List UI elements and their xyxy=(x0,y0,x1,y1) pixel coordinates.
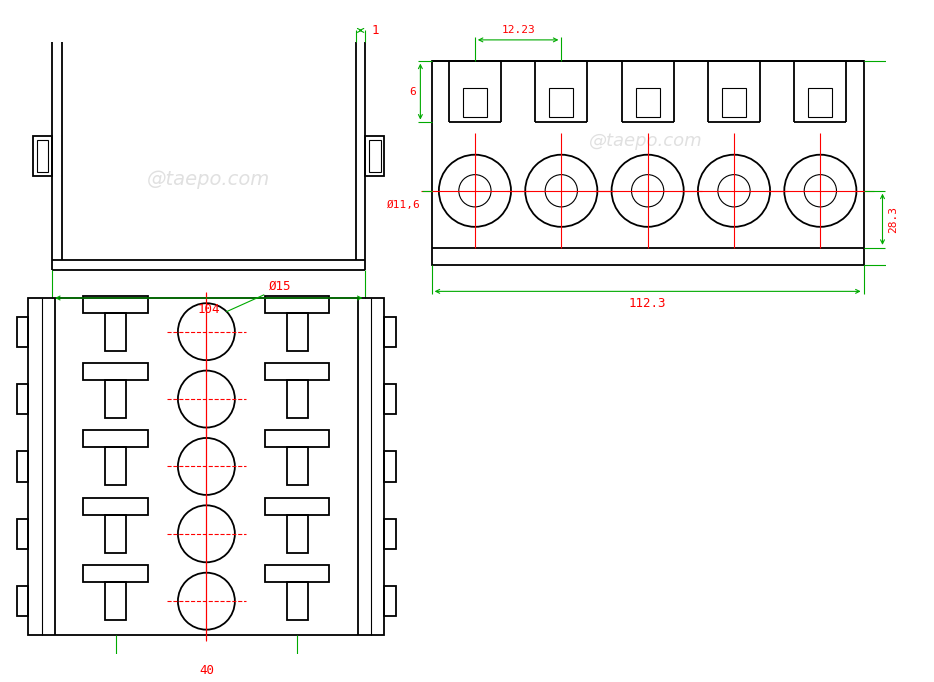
Bar xyxy=(265,498,330,515)
Bar xyxy=(265,430,330,447)
Bar xyxy=(106,380,126,418)
Text: 28.3: 28.3 xyxy=(888,206,899,233)
Text: 1: 1 xyxy=(371,24,378,37)
Bar xyxy=(17,518,28,549)
Bar xyxy=(83,295,148,313)
Bar xyxy=(83,565,148,582)
Bar xyxy=(432,61,864,265)
Bar xyxy=(287,515,307,553)
Bar xyxy=(384,451,396,481)
Bar xyxy=(384,586,396,617)
Bar xyxy=(83,498,148,515)
Bar xyxy=(287,582,307,620)
Bar xyxy=(106,313,126,351)
Text: Ø15: Ø15 xyxy=(269,280,291,293)
Bar xyxy=(83,430,148,447)
Bar xyxy=(106,515,126,553)
Bar xyxy=(287,313,307,351)
Text: @taepo.com: @taepo.com xyxy=(148,170,270,189)
Bar xyxy=(17,384,28,414)
Bar xyxy=(265,295,330,313)
Bar xyxy=(17,451,28,481)
Bar xyxy=(287,447,307,486)
Bar xyxy=(384,518,396,549)
Bar xyxy=(549,88,573,117)
Bar xyxy=(265,363,330,380)
Text: @taepo.com: @taepo.com xyxy=(588,132,702,151)
Bar xyxy=(265,565,330,582)
Bar xyxy=(106,582,126,620)
Bar xyxy=(28,298,384,635)
Bar xyxy=(722,88,746,117)
Bar xyxy=(17,316,28,347)
Bar xyxy=(34,136,52,175)
Text: 6: 6 xyxy=(409,87,416,97)
Text: Ø11,6: Ø11,6 xyxy=(387,201,420,210)
Bar xyxy=(463,88,487,117)
Bar xyxy=(83,363,148,380)
Text: 104: 104 xyxy=(197,303,220,316)
Bar xyxy=(369,140,380,172)
Bar xyxy=(384,384,396,414)
Bar xyxy=(37,140,49,172)
Text: 12.23: 12.23 xyxy=(502,25,535,35)
Bar xyxy=(365,136,384,175)
Bar xyxy=(106,447,126,486)
Bar xyxy=(287,380,307,418)
Text: 40: 40 xyxy=(199,664,214,677)
Bar xyxy=(384,316,396,347)
Bar xyxy=(17,586,28,617)
Bar xyxy=(809,88,832,117)
Bar xyxy=(636,88,659,117)
Text: 112.3: 112.3 xyxy=(629,297,666,310)
